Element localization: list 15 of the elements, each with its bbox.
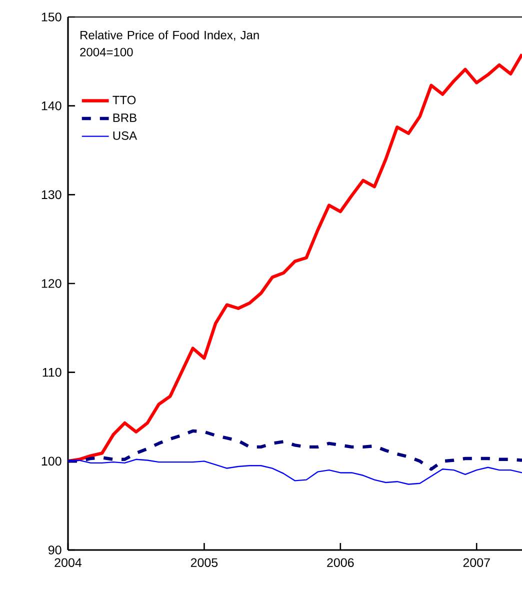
y-tick-label: 130: [42, 190, 62, 200]
y-tick-label: 90: [48, 546, 62, 554]
x-tick-label: 2006: [327, 558, 354, 568]
x-tick-label: 2007: [463, 558, 490, 568]
y-tick-label: 140: [42, 101, 62, 110]
y-tick-label: 100: [42, 456, 62, 466]
legend-label: TTO: [112, 96, 136, 104]
x-tick-label: 2004: [54, 558, 82, 568]
y-tick-label: 110: [42, 368, 62, 377]
y-tick-label: 120: [42, 279, 62, 288]
legend-label: USA: [113, 131, 138, 140]
x-tick-label: 2005: [190, 558, 218, 568]
text: Relative Price of Food Index, Jan 2004=100: [80, 30, 259, 56]
y-tick-label: 150: [42, 12, 62, 22]
legend-label: BRB: [113, 114, 136, 122]
